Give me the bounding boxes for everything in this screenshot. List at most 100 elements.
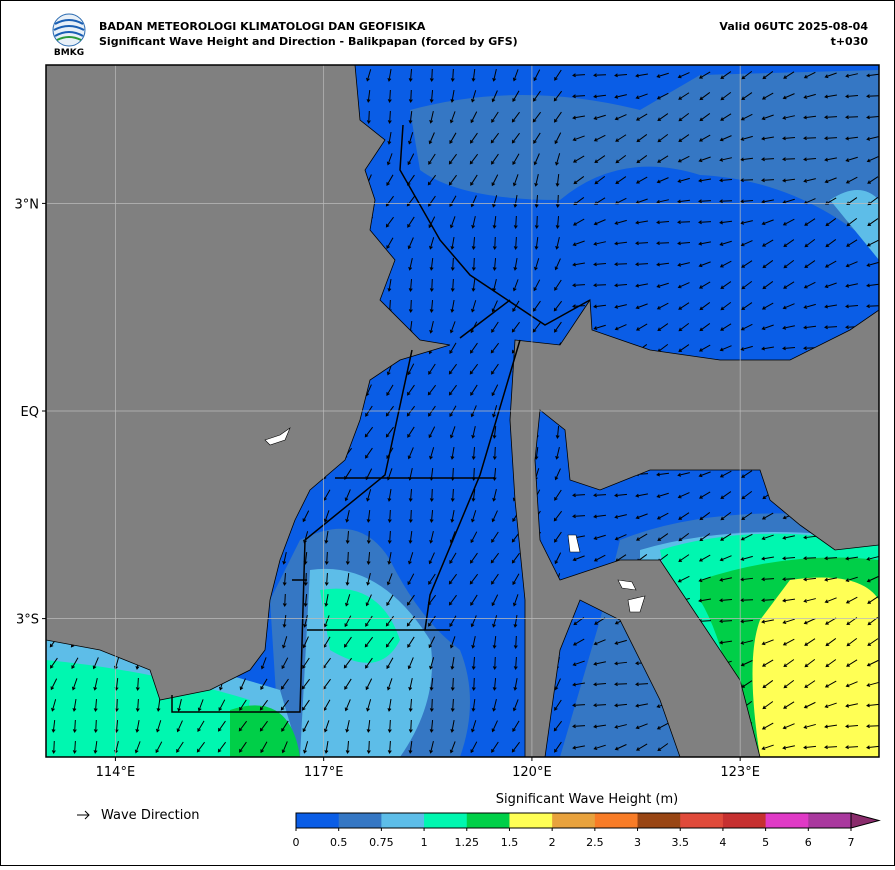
wave-arrow bbox=[492, 446, 497, 460]
wave-arrow bbox=[824, 282, 837, 289]
wave-arrow bbox=[385, 636, 394, 648]
wave-arrow bbox=[866, 724, 879, 729]
wave-arrow bbox=[450, 300, 455, 313]
wave-arrow bbox=[783, 701, 795, 709]
wave-arrow bbox=[740, 640, 753, 645]
land bbox=[46, 65, 879, 757]
wave-arrow bbox=[615, 176, 627, 184]
map bbox=[46, 65, 879, 757]
wave-arrow bbox=[387, 698, 392, 712]
wave-arrow bbox=[408, 719, 413, 733]
wave-arrow bbox=[303, 615, 308, 628]
wave-arrow bbox=[471, 257, 476, 271]
wave-arrow bbox=[301, 678, 311, 690]
wave-arrow bbox=[593, 283, 607, 288]
wave-arrow bbox=[803, 93, 816, 99]
wave-arrow bbox=[656, 241, 670, 246]
wave-arrow bbox=[555, 215, 560, 229]
colorbar-segment bbox=[637, 813, 681, 828]
wave-arrow bbox=[428, 573, 436, 585]
wave-arrow bbox=[281, 720, 289, 732]
wave-arrow bbox=[449, 216, 456, 229]
valid-time: Valid 06UTC 2025-08-04 bbox=[719, 20, 868, 33]
wave-arrow bbox=[533, 279, 541, 292]
wave-arrow bbox=[387, 509, 392, 523]
wave-arrow bbox=[450, 90, 455, 103]
wave-arrow bbox=[762, 281, 774, 290]
legend-label: Wave Direction bbox=[101, 808, 200, 823]
wave-arrow bbox=[740, 345, 753, 351]
wave-arrow bbox=[635, 73, 648, 78]
wave-arrow bbox=[554, 132, 562, 145]
wave-arrow bbox=[177, 699, 182, 712]
wave-arrow bbox=[741, 92, 753, 100]
wave-arrow bbox=[469, 573, 479, 585]
wave-arrow bbox=[740, 135, 753, 141]
wave-arrow bbox=[867, 218, 879, 226]
wave-arrow bbox=[385, 195, 394, 207]
wave-arrow bbox=[614, 514, 627, 519]
wave-arrow bbox=[657, 113, 669, 121]
wave-arrow bbox=[762, 659, 774, 667]
wave-arrow bbox=[449, 195, 457, 208]
wave-arrow bbox=[471, 216, 476, 229]
wave-arrow bbox=[429, 89, 434, 103]
wave-arrow bbox=[387, 488, 392, 502]
colorbar-tick-label: 1 bbox=[421, 836, 428, 849]
wave-arrow bbox=[657, 533, 669, 542]
wave-arrow bbox=[614, 73, 628, 78]
wave-arrow bbox=[469, 342, 478, 354]
wave-arrow bbox=[366, 530, 371, 544]
wave-arrow bbox=[282, 552, 287, 565]
wave-arrow bbox=[678, 302, 690, 310]
wave-arrow bbox=[156, 698, 161, 712]
wave-arrow bbox=[803, 178, 816, 183]
wave-arrow bbox=[217, 720, 226, 732]
wave-arrow bbox=[449, 342, 457, 355]
wave-arrow bbox=[344, 678, 352, 690]
colorbar-tick-label: 5 bbox=[762, 836, 769, 849]
wave-arrow bbox=[239, 699, 247, 711]
wave-arrow bbox=[429, 488, 434, 502]
colorbar-label: Significant Wave Height (m) bbox=[496, 792, 678, 807]
wave-arrow bbox=[512, 594, 519, 607]
wave-arrow bbox=[512, 720, 520, 732]
wave-arrow bbox=[866, 659, 879, 667]
wave-arrow bbox=[699, 92, 711, 101]
wave-arrow bbox=[678, 134, 690, 142]
wave-arrow bbox=[554, 258, 561, 271]
wave-arrow bbox=[490, 132, 500, 144]
wave-arrow bbox=[429, 719, 434, 733]
wave-arrow bbox=[740, 533, 753, 541]
wave-arrow bbox=[554, 321, 562, 333]
wave-arrow bbox=[572, 283, 586, 288]
wave-arrow bbox=[824, 745, 838, 750]
wave-arrow bbox=[614, 324, 627, 331]
wave-arrow bbox=[427, 174, 437, 186]
wave-arrow bbox=[635, 262, 649, 267]
wave-arrow bbox=[615, 134, 627, 142]
wave-arrow bbox=[407, 573, 415, 586]
wave-arrow bbox=[534, 215, 539, 229]
wave-arrow bbox=[406, 195, 416, 207]
wave-arrow bbox=[804, 638, 816, 646]
wave-arrow bbox=[471, 426, 476, 439]
wave-arrow bbox=[656, 492, 669, 498]
wave-arrow bbox=[408, 552, 414, 565]
wave-arrow bbox=[513, 215, 518, 229]
wave-arrow bbox=[845, 681, 858, 688]
wave-arrow bbox=[156, 720, 162, 733]
wave-arrow bbox=[741, 260, 753, 268]
wave-arrow bbox=[740, 555, 753, 561]
wave-arrow bbox=[635, 241, 649, 246]
wave-arrow bbox=[677, 72, 690, 79]
wave-arrow bbox=[845, 136, 859, 141]
colorbar-tick-label: 2.5 bbox=[586, 836, 604, 849]
wave-arrow bbox=[572, 94, 586, 99]
wave-arrow bbox=[720, 113, 732, 121]
wave-arrow bbox=[740, 178, 754, 183]
wave-arrow bbox=[302, 636, 309, 649]
wave-arrow bbox=[408, 278, 413, 292]
wave-arrow bbox=[492, 489, 497, 502]
wave-arrow bbox=[845, 283, 858, 288]
